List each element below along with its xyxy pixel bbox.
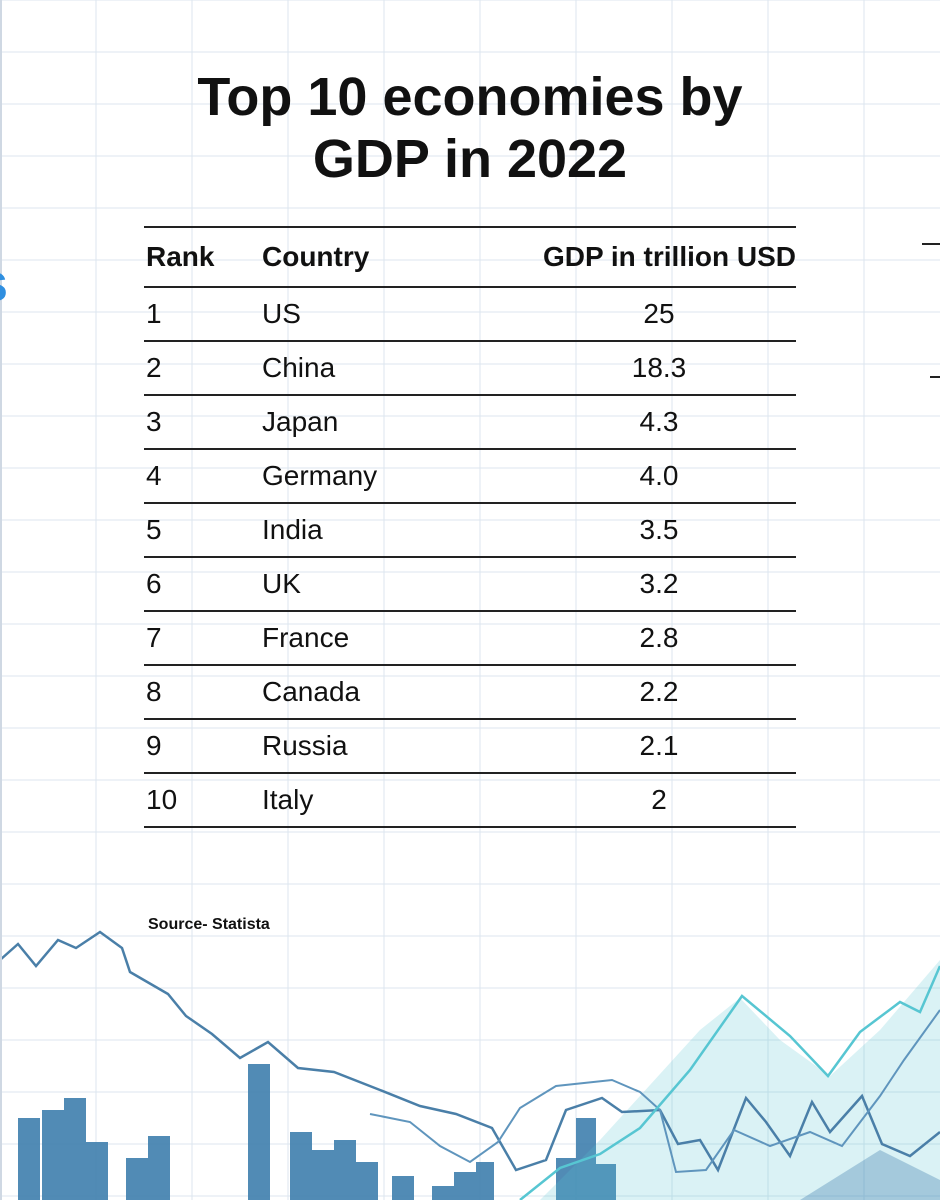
decor-bar [476, 1162, 494, 1200]
table-row: 1 US 25 [144, 287, 796, 342]
decor-bar [18, 1118, 40, 1200]
right-edge-tick [930, 376, 940, 378]
country-cell: Germany [262, 449, 522, 504]
gdp-cell: 2.2 [522, 665, 796, 720]
rank-cell: 2 [144, 341, 262, 396]
title-line-1: Top 10 economies by [197, 67, 743, 127]
country-cell: Italy [262, 773, 522, 828]
decorative-line-mid [369, 1009, 940, 1174]
gdp-cell: 25 [522, 287, 796, 342]
rank-cell: 3 [144, 395, 262, 450]
table-header-row: Rank Country GDP in trillion USD [144, 227, 796, 288]
decor-bar [312, 1150, 334, 1200]
table-row: 6 UK 3.2 [144, 557, 796, 612]
country-cell: UK [262, 557, 522, 612]
gdp-cell: 18.3 [522, 341, 796, 396]
table-row: 10 Italy 2 [144, 773, 796, 828]
decor-bar [290, 1132, 312, 1200]
table-row: 9 Russia 2.1 [144, 719, 796, 774]
decor-bar [42, 1110, 64, 1200]
decorative-area [540, 960, 940, 1200]
decor-bar [86, 1142, 108, 1200]
rank-cell: 10 [144, 773, 262, 828]
rank-cell: 5 [144, 503, 262, 558]
table-row: 8 Canada 2.2 [144, 665, 796, 720]
decor-bar [148, 1136, 170, 1200]
decor-bar [334, 1140, 356, 1200]
source-note: Source- Statista [148, 916, 270, 933]
left-edge-border [0, 0, 2, 1200]
table-row: 4 Germany 4.0 [144, 449, 796, 504]
decor-bar [248, 1064, 270, 1200]
decorative-area-right [800, 1150, 940, 1200]
rank-cell: 4 [144, 449, 262, 504]
country-cell: France [262, 611, 522, 666]
rank-cell: 8 [144, 665, 262, 720]
decor-bar [454, 1172, 476, 1200]
table-row: 5 India 3.5 [144, 503, 796, 558]
gdp-cell: 3.2 [522, 557, 796, 612]
table-row: 2 China 18.3 [144, 341, 796, 396]
decor-bar [356, 1162, 378, 1200]
country-cell: Canada [262, 665, 522, 720]
decorative-market-chart [0, 930, 940, 1200]
rank-cell: 1 [144, 287, 262, 342]
decor-bar [64, 1098, 86, 1200]
gdp-cell: 2 [522, 773, 796, 828]
country-cell: Russia [262, 719, 522, 774]
decorative-line-dark [0, 930, 940, 1173]
decorative-bars [18, 1064, 616, 1200]
decor-bar [126, 1158, 148, 1200]
decorative-line-teal [519, 965, 940, 1200]
cropped-side-letter: s [0, 252, 8, 314]
header-country: Country [262, 227, 522, 288]
rank-cell: 7 [144, 611, 262, 666]
rank-cell: 9 [144, 719, 262, 774]
table-row: 7 France 2.8 [144, 611, 796, 666]
title-line-2: GDP in 2022 [312, 129, 628, 189]
header-rank: Rank [144, 227, 262, 288]
gdp-cell: 4.3 [522, 395, 796, 450]
country-cell: China [262, 341, 522, 396]
table-row: 3 Japan 4.3 [144, 395, 796, 450]
gdp-cell: 3.5 [522, 503, 796, 558]
decor-bar [596, 1164, 616, 1200]
gdp-cell: 4.0 [522, 449, 796, 504]
rank-cell: 6 [144, 557, 262, 612]
country-cell: US [262, 287, 522, 342]
decor-bar [432, 1186, 454, 1200]
decor-bar [392, 1176, 414, 1200]
country-cell: India [262, 503, 522, 558]
page-title: Top 10 economies by GDP in 2022 [0, 66, 940, 190]
gdp-cell: 2.8 [522, 611, 796, 666]
country-cell: Japan [262, 395, 522, 450]
header-gdp: GDP in trillion USD [522, 227, 796, 288]
gdp-cell: 2.1 [522, 719, 796, 774]
gdp-table: Rank Country GDP in trillion USD 1 US 25 2 C… [144, 226, 796, 828]
table-body: 1 US 25 2 China 18.3 3 Japan 4.3 4 Germany 4.0 5 Indi… [144, 287, 796, 828]
right-edge-tick [922, 243, 940, 245]
